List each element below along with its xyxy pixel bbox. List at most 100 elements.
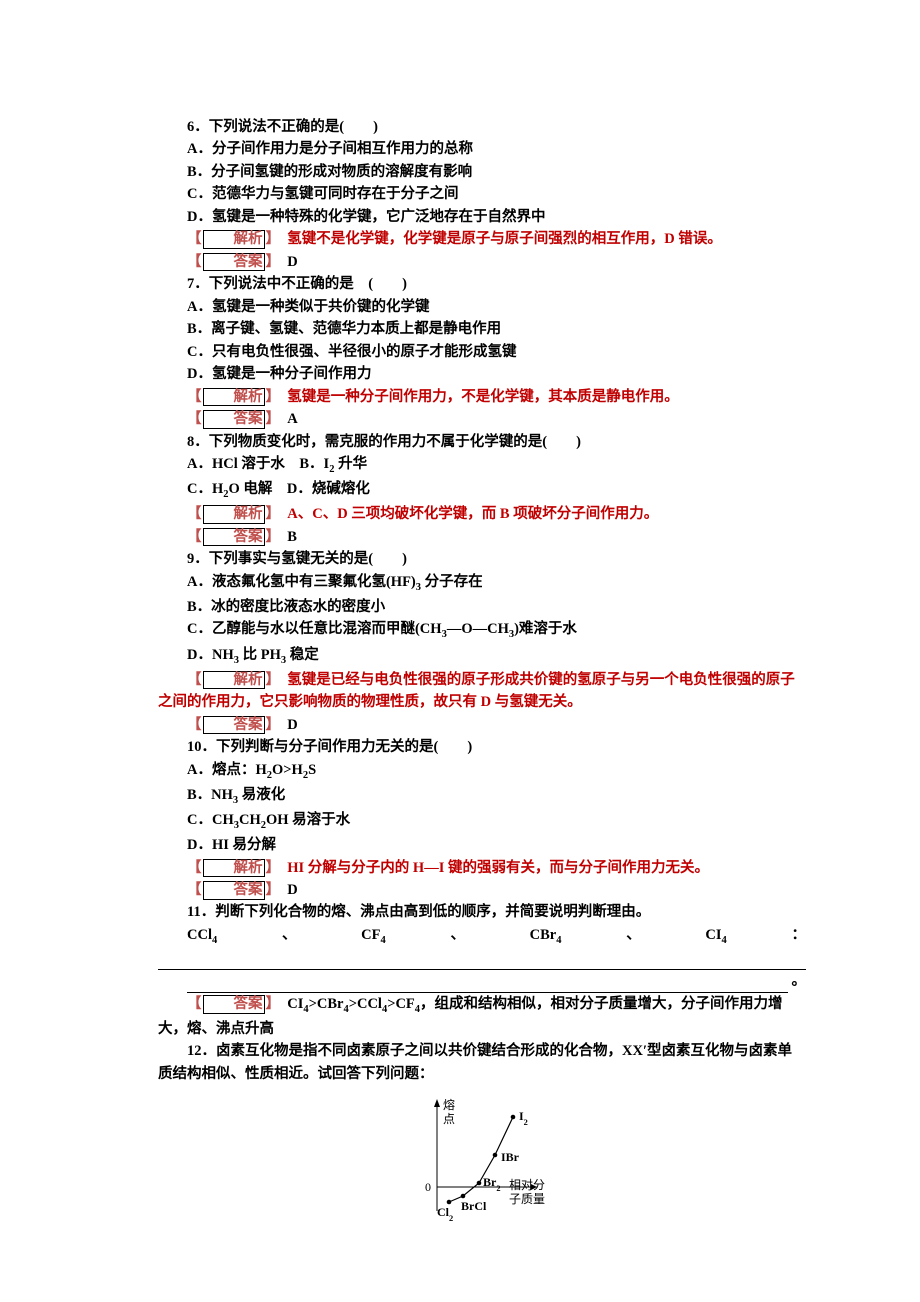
svg-text:子质量: 子质量: [509, 1192, 545, 1206]
spacer: [273, 672, 288, 688]
q10-A-post: S: [308, 762, 316, 778]
q9-A-post: 分子存在: [421, 574, 483, 590]
svg-text:BrCl: BrCl: [461, 1199, 487, 1213]
q11-stem: 11．判断下列化合物的熔、沸点由高到低的顺序，并简要说明判断理由。: [158, 901, 806, 923]
bracket-open: 【: [187, 860, 202, 876]
q11-blank-span: [187, 970, 788, 992]
svg-text:Br2: Br2: [483, 1175, 501, 1193]
bracket-open: 【: [187, 506, 202, 522]
answer-label: 答案: [203, 253, 265, 272]
bracket-open: 【: [187, 996, 202, 1012]
q8-answer: 【答案】 B: [158, 526, 806, 548]
q8-answer-text: B: [287, 529, 297, 545]
spacer: [273, 411, 288, 427]
q10-A-mid: O>H: [272, 762, 303, 778]
q11-i3: CI: [705, 927, 721, 943]
q6-stem: 6．下列说法不正确的是( ): [158, 116, 806, 138]
q7-B: B．离子键、氢键、范德华力本质上都是静电作用: [158, 318, 806, 340]
bracket-close: 】: [266, 389, 273, 405]
q8-parse-text: A、C、D 三项均破坏化学键，而 B 项破坏分子间作用力。: [287, 506, 658, 522]
spacer: [273, 717, 288, 733]
q10-D: D．HI 易分解: [158, 834, 806, 856]
q11-s0: 4: [212, 935, 217, 946]
q11-ag3: >CF: [387, 996, 415, 1012]
svg-text:0: 0: [425, 1180, 431, 1194]
q10-B-post: 易液化: [238, 787, 285, 803]
q8-CD: C．H2O 电解 D．烧碱熔化: [158, 478, 806, 503]
q9-D-mid: 比 PH: [239, 647, 281, 663]
q12-stem: 12．卤素互化物是指不同卤素原子之间以共价键结合形成的化合物，XX′型卤素互化物…: [158, 1040, 806, 1085]
q8-A: A．HCl 溶于水: [187, 456, 285, 472]
bracket-open: 【: [187, 254, 202, 270]
q7-answer-text: A: [287, 411, 297, 427]
q10-B-pre: B．NH: [187, 787, 233, 803]
spacer: [273, 231, 288, 247]
q6-answer-text: D: [287, 254, 297, 270]
q11-item-2: CBr4: [530, 924, 562, 949]
answer-label: 答案: [203, 528, 265, 547]
q7-parse: 【解析】 氢键是一种分子间作用力，不是化学键，其本质是静电作用。: [158, 386, 806, 408]
q9-D-post: 稳定: [286, 647, 319, 663]
q10-C: C．CH3CH2OH 易溶于水: [158, 809, 806, 834]
q10-parse-text: HI 分解与分子内的 H—I 键的强弱有关，而与分子间作用力无关。: [287, 860, 709, 876]
q11-s1: 4: [380, 935, 385, 946]
bracket-close: 】: [266, 529, 273, 545]
spacer: [273, 996, 288, 1012]
q8-parse: 【解析】 A、C、D 三项均破坏化学键，而 B 项破坏分子间作用力。: [158, 503, 806, 525]
parse-label: 解析: [203, 671, 265, 690]
q8-stem: 8．下列物质变化时，需克服的作用力不属于化学键的是( ): [158, 431, 806, 453]
q10-A-pre: A．熔点：H: [187, 762, 267, 778]
bracket-open: 【: [187, 231, 202, 247]
q11-i2: CBr: [530, 927, 557, 943]
bracket-open: 【: [187, 411, 202, 427]
bracket-close: 】: [266, 717, 273, 733]
q10-C-pre: C．CH: [187, 812, 234, 828]
bracket-open: 【: [187, 717, 202, 733]
answer-label: 答案: [203, 716, 265, 735]
q6-A: A．分子间作用力是分子间相互作用力的总称: [158, 138, 806, 160]
q6-parse-text: 氢键不是化学键，化学键是原子与原子间强烈的相互作用，D 错误。: [287, 231, 722, 247]
q11-sep-1: 、: [450, 924, 465, 949]
q10-parse: 【解析】 HI 分解与分子内的 H—I 键的强弱有关，而与分子间作用力无关。: [158, 857, 806, 879]
q10-B: B．NH3 易液化: [158, 784, 806, 809]
q11-items: CCl4 、 CF4 、 CBr4 、 CI4 ：: [158, 924, 806, 949]
q9-answer: 【答案】 D: [158, 714, 806, 736]
q8-C-post: O 电解: [229, 481, 273, 497]
bracket-open: 【: [187, 529, 202, 545]
bracket-open: 【: [187, 672, 202, 688]
q9-B: B．冰的密度比液态水的密度小: [158, 596, 806, 618]
bracket-close: 】: [266, 860, 273, 876]
bracket-close: 】: [266, 882, 273, 898]
svg-text:IBr: IBr: [501, 1150, 520, 1164]
spacer: [273, 254, 288, 270]
spacer: [273, 529, 288, 545]
q10-answer: 【答案】 D: [158, 879, 806, 901]
q11-sep-0: 、: [282, 924, 297, 949]
q7-parse-text: 氢键是一种分子间作用力，不是化学键，其本质是静电作用。: [287, 389, 679, 405]
q9-stem: 9．下列事实与氢键无关的是( ): [158, 548, 806, 570]
q12-figure: 0熔点相对分子质量Cl2BrClBr2IBrI2: [158, 1091, 806, 1228]
answer-label: 答案: [203, 410, 265, 429]
q7-A: A．氢键是一种类似于共价键的化学键: [158, 296, 806, 318]
q11-period: 。: [792, 970, 807, 992]
parse-label: 解析: [203, 859, 265, 878]
q6-D: D．氢键是一种特殊的化学键，它广泛地存在于自然界中: [158, 206, 806, 228]
answer-label: 答案: [203, 881, 265, 900]
q11-s3: 4: [722, 935, 727, 946]
q11-item-1: CF4: [361, 924, 386, 949]
q11-i1: CF: [361, 927, 380, 943]
q12-chart: 0熔点相对分子质量Cl2BrClBr2IBrI2: [397, 1091, 567, 1221]
q6-B: B．分子间氢键的形成对物质的溶解度有影响: [158, 161, 806, 183]
q6-answer: 【答案】 D: [158, 251, 806, 273]
svg-text:熔: 熔: [443, 1097, 455, 1112]
page: 6．下列说法不正确的是( ) A．分子间作用力是分子间相互作用力的总称 B．分子…: [0, 0, 920, 1289]
bracket-close: 】: [266, 672, 273, 688]
q7-stem: 7．下列说法中不正确的是 ( ): [158, 273, 806, 295]
q10-answer-text: D: [287, 882, 297, 898]
q8-D: D．烧碱熔化: [287, 481, 370, 497]
svg-text:Cl2: Cl2: [437, 1205, 453, 1221]
q11-s2: 4: [556, 935, 561, 946]
bracket-close: 】: [266, 996, 273, 1012]
q11-item-0: CCl4: [187, 924, 217, 949]
bracket-close: 】: [266, 411, 273, 427]
